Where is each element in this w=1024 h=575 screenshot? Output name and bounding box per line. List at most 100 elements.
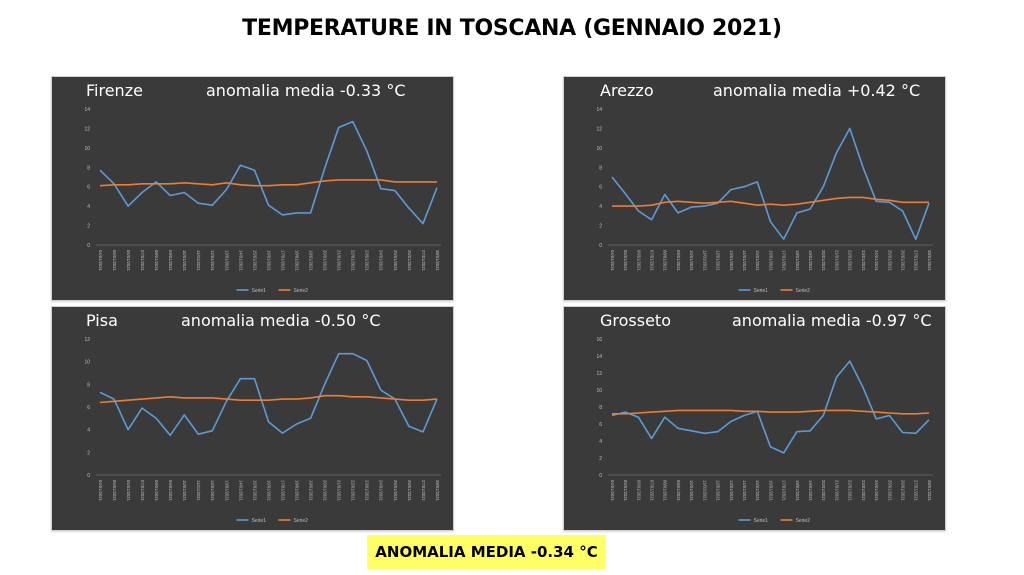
x-tick-label: 17/01/2021: [280, 250, 285, 272]
x-tick-label: 13/01/2021: [224, 250, 229, 272]
x-tick-label: 22/01/2021: [848, 250, 853, 272]
x-tick-label: 24/01/2021: [874, 480, 879, 502]
x-tick-label: 13/01/2021: [729, 480, 734, 502]
y-tick-label: 0: [87, 243, 90, 249]
x-tick-label: 18/01/2021: [795, 250, 800, 272]
x-tick-label: 25/01/2021: [887, 250, 892, 272]
x-tick-label: 07/01/2021: [650, 480, 655, 502]
x-tick-label: 15/01/2021: [252, 480, 257, 502]
x-tick-label: 19/01/2021: [808, 480, 813, 502]
city-label: Grosseto: [600, 311, 671, 330]
x-tick-label: 23/01/2021: [365, 250, 370, 272]
x-tick-label: 20/01/2021: [323, 480, 328, 502]
legend-label: Serie2: [294, 518, 309, 524]
x-tick-label: 08/01/2021: [663, 250, 668, 272]
line-chart-firenze: 0 2 4 6 8 10 12 14 04/01/2021 05/01/2021 06/01/202…: [84, 107, 441, 294]
x-tick-label: 08/01/2021: [154, 250, 159, 272]
x-tick-label: 26/01/2021: [900, 250, 905, 272]
x-tick-label: 16/01/2021: [266, 480, 271, 502]
x-tick-label: 24/01/2021: [874, 250, 879, 272]
x-tick-label: 07/01/2021: [140, 480, 145, 502]
x-tick-label: 25/01/2021: [887, 480, 892, 502]
x-tick-label: 07/01/2021: [140, 250, 145, 272]
x-tick-label: 09/01/2021: [168, 250, 173, 272]
x-tick-label: 07/01/2021: [650, 250, 655, 272]
x-tick-label: 14/01/2021: [742, 480, 747, 502]
y-tick-label: 4: [599, 204, 602, 210]
x-tick-label: 06/01/2021: [636, 480, 641, 502]
x-tick-label: 04/01/2021: [98, 480, 103, 502]
y-tick-label: 6: [599, 185, 602, 191]
series-line-serie2: [612, 409, 930, 415]
x-tick-label: 27/01/2021: [914, 250, 919, 272]
legend-label: Serie2: [796, 518, 811, 524]
y-tick-label: 8: [599, 405, 602, 411]
x-tick-label: 05/01/2021: [112, 480, 117, 502]
x-tick-label: 24/01/2021: [379, 480, 384, 502]
series-line-serie1: [611, 360, 930, 454]
anomaly-label: anomalia media -0.50 °C: [181, 311, 381, 330]
y-tick-label: 10: [596, 146, 602, 152]
y-tick-label: 2: [87, 224, 90, 230]
x-tick-label: 11/01/2021: [702, 250, 707, 271]
chart-panel-pisa: Pisa anomalia media -0.50 °C 0 2 4 6 8 10 12 04…: [51, 306, 454, 531]
x-tick-label: 12/01/2021: [716, 480, 721, 502]
x-tick-label: 21/01/2021: [337, 250, 342, 272]
line-chart-arezzo: 0 2 4 6 8 10 12 14 04/01/2021 05/01/2021 06/01/202…: [596, 107, 933, 294]
x-tick-label: 17/01/2021: [280, 480, 285, 502]
x-tick-label: 12/01/2021: [210, 480, 215, 502]
x-tick-label: 26/01/2021: [900, 480, 905, 502]
city-label: Arezzo: [600, 81, 654, 100]
x-tick-label: 27/01/2021: [914, 480, 919, 502]
x-tick-label: 10/01/2021: [689, 250, 694, 272]
series-line-serie1: [611, 127, 930, 240]
y-tick-label: 6: [87, 185, 90, 191]
x-tick-label: 13/01/2021: [224, 480, 229, 502]
y-tick-label: 0: [599, 473, 602, 479]
x-tick-label: 23/01/2021: [861, 480, 866, 502]
legend-label: Serie1: [252, 288, 267, 294]
y-tick-label: 2: [599, 224, 602, 230]
x-tick-label: 16/01/2021: [266, 250, 271, 272]
y-tick-label: 14: [84, 107, 90, 113]
line-chart-pisa: 0 2 4 6 8 10 12 04/01/2021 05/01/2021 06/01/2021 0…: [84, 337, 441, 524]
chart-panel-arezzo: Arezzo anomalia media +0.42 °C 0 2 4 6 8 10 12…: [563, 76, 946, 301]
y-tick-label: 14: [596, 354, 602, 360]
x-tick-label: 08/01/2021: [154, 480, 159, 502]
x-tick-label: 04/01/2021: [98, 250, 103, 272]
y-tick-label: 10: [84, 360, 90, 366]
x-tick-label: 21/01/2021: [337, 480, 342, 502]
x-tick-label: 14/01/2021: [238, 250, 243, 272]
line-chart-grosseto: 0 2 4 6 8 10 12 14 16 04/01/2021 05/01/2021 06/01/2…: [596, 337, 933, 524]
x-tick-label: 24/01/2021: [379, 250, 384, 272]
x-tick-label: 14/01/2021: [742, 250, 747, 272]
x-tick-label: 06/01/2021: [126, 250, 131, 272]
x-tick-label: 18/01/2021: [294, 480, 299, 502]
legend-label: Serie2: [294, 288, 309, 294]
y-tick-label: 0: [87, 473, 90, 479]
x-tick-label: 10/01/2021: [182, 480, 187, 502]
y-tick-label: 4: [599, 439, 602, 445]
y-tick-label: 4: [87, 428, 90, 434]
x-tick-label: 11/01/2021: [196, 480, 201, 501]
x-tick-label: 20/01/2021: [821, 480, 826, 502]
y-tick-label: 2: [599, 456, 602, 462]
x-tick-label: 06/01/2021: [126, 480, 131, 502]
x-tick-label: 09/01/2021: [168, 480, 173, 502]
legend-label: Serie1: [754, 288, 769, 294]
x-tick-label: 04/01/2021: [610, 250, 615, 272]
x-tick-label: 10/01/2021: [689, 480, 694, 502]
x-tick-label: 10/01/2021: [182, 250, 187, 272]
x-tick-label: 11/01/2021: [702, 480, 707, 501]
y-tick-label: 12: [84, 337, 90, 343]
y-tick-label: 2: [87, 450, 90, 456]
legend-label: Serie2: [796, 288, 811, 294]
x-tick-label: 19/01/2021: [309, 250, 314, 272]
anomaly-label: anomalia media -0.33 °C: [206, 81, 406, 100]
x-tick-label: 05/01/2021: [112, 250, 117, 272]
x-tick-label: 12/01/2021: [210, 250, 215, 272]
x-tick-label: 20/01/2021: [821, 250, 826, 272]
y-tick-label: 12: [596, 371, 602, 377]
x-tick-label: 19/01/2021: [309, 480, 314, 502]
x-tick-label: 05/01/2021: [623, 250, 628, 272]
